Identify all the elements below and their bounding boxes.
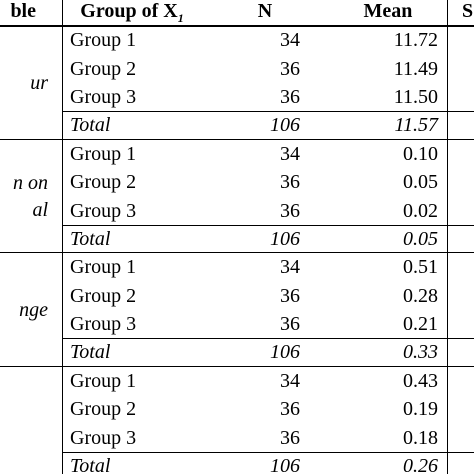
header-subscript: 1: [177, 11, 184, 25]
group-cell: Group 1: [70, 29, 137, 52]
mean-cell: 11.72: [393, 29, 438, 52]
total-mean: 11.57: [394, 114, 438, 137]
n-cell: 34: [280, 256, 300, 279]
header-cell: N: [257, 0, 273, 22]
group-cell: Group 1: [70, 369, 137, 392]
n-cell: 36: [280, 426, 300, 449]
group-cell: Group 2: [70, 171, 137, 194]
total-rule: [62, 451, 474, 453]
group-cell: Group 3: [70, 426, 137, 449]
total-rule: [62, 111, 474, 113]
total-n: 106: [270, 454, 300, 474]
total-n: 106: [270, 114, 300, 137]
total-mean: 0.05: [403, 227, 438, 250]
mean-cell: 0.21: [403, 313, 438, 335]
mean-cell: 11.49: [393, 57, 438, 80]
n-cell: 36: [280, 313, 300, 335]
total-rule: [62, 338, 474, 340]
block-rule: [0, 252, 474, 253]
header-cell: Mean: [363, 0, 413, 22]
group-cell: Group 2: [70, 284, 137, 307]
group-cell: Group 1: [70, 142, 137, 165]
total-n: 106: [270, 341, 300, 364]
total-label: Total: [70, 114, 111, 137]
mean-cell: 0.43: [403, 369, 438, 392]
mean-cell: 0.10: [403, 142, 438, 165]
mean-cell: 0.02: [403, 199, 438, 222]
variable-label: n on: [13, 171, 48, 194]
block-rule: [0, 138, 474, 140]
header-cell: ble: [10, 0, 36, 22]
group-cell: Group 3: [70, 86, 137, 108]
n-cell: 36: [280, 86, 300, 108]
n-cell: 36: [280, 199, 300, 222]
total-label: Total: [70, 227, 111, 250]
header-rule: [0, 25, 474, 27]
group-cell: Group 1: [70, 256, 137, 279]
variable-label: ur: [30, 71, 48, 94]
n-cell: 34: [280, 369, 300, 392]
n-cell: 36: [280, 284, 300, 307]
n-cell: 34: [280, 142, 300, 165]
total-label: Total: [70, 341, 111, 364]
group-cell: Group 2: [70, 57, 137, 80]
total-mean: 0.33: [403, 341, 438, 364]
mean-cell: 0.28: [403, 284, 438, 307]
mean-cell: 0.19: [403, 398, 438, 421]
n-cell: 36: [280, 171, 300, 194]
mean-cell: 0.05: [403, 171, 438, 194]
total-n: 106: [270, 227, 300, 250]
total-mean: 0.26: [403, 454, 438, 474]
column-rule: [62, 0, 63, 474]
variable-label: al: [32, 198, 48, 221]
group-cell: Group 2: [70, 398, 137, 421]
n-cell: 34: [280, 29, 300, 52]
group-cell: Group 3: [70, 199, 137, 222]
n-cell: 36: [280, 398, 300, 421]
group-cell: Group 3: [70, 313, 137, 335]
column-rule: [447, 0, 448, 474]
block-rule: [0, 365, 474, 367]
total-label: Total: [70, 454, 111, 474]
mean-cell: 0.51: [403, 256, 438, 279]
header-cell: Group of X1: [32, 0, 232, 25]
n-cell: 36: [280, 57, 300, 80]
total-rule: [62, 224, 474, 226]
variable-label: nge: [19, 298, 48, 321]
mean-cell: 11.50: [393, 86, 438, 108]
mean-cell: 0.18: [403, 426, 438, 449]
header-text: Group of X: [80, 0, 178, 22]
header-cell: S: [462, 0, 474, 22]
